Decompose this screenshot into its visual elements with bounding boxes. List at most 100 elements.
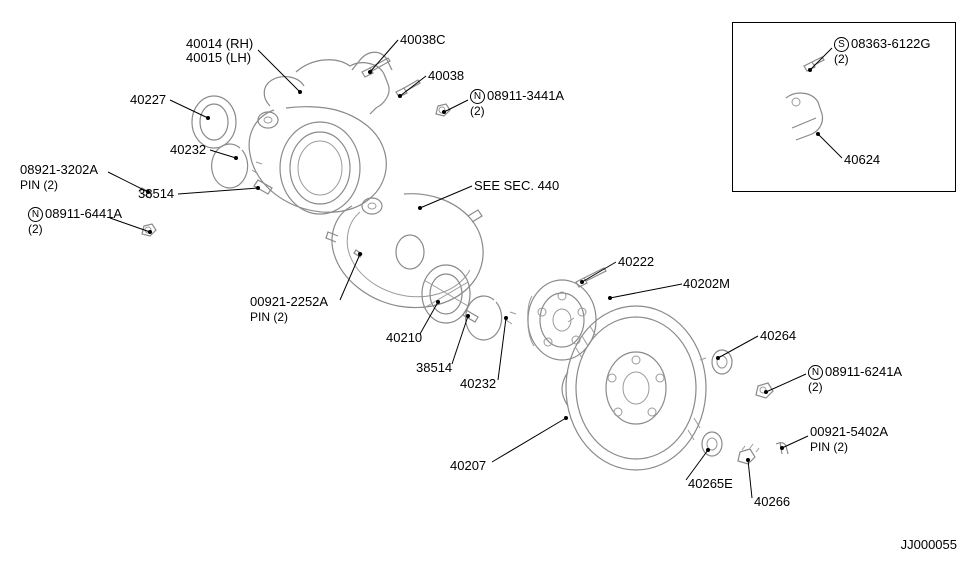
part-label-sub: (2) (834, 52, 931, 66)
part-label: 40266 (754, 494, 790, 510)
part-label-text: 08911-6441A (45, 206, 122, 221)
part-label-text: 00921-5402A (810, 424, 888, 439)
leader-endpoint (504, 316, 508, 320)
leader-line (610, 284, 682, 298)
part-label-text: 08911-3441A (487, 88, 564, 103)
rotor (562, 306, 706, 470)
leader-endpoint (256, 186, 260, 190)
part-label-text: 40227 (130, 92, 166, 107)
leader-endpoint (706, 448, 710, 452)
part-label-text: 40265E (688, 476, 733, 491)
leader-line (170, 100, 208, 118)
part-label: 40264 (760, 328, 796, 344)
part-label-text: 40222 (618, 254, 654, 269)
part-label: 40227 (130, 92, 166, 108)
part-label: N08911-6241A(2) (808, 364, 902, 394)
leader-line (718, 336, 758, 358)
leader-line (420, 186, 472, 208)
leader-line (782, 436, 808, 448)
part-label-text: 40232 (170, 142, 206, 157)
part-label: 40038 (428, 68, 464, 84)
prefix-badge: N (28, 207, 43, 222)
part-label-text: 40038 (428, 68, 464, 83)
splash-guard (326, 194, 483, 308)
part-label: 00921-2252APIN (2) (250, 294, 328, 324)
part-label-text: 40038C (400, 32, 446, 47)
part-label-text: 38514 (416, 360, 452, 375)
leader-line (498, 318, 506, 380)
part-label-sub: (2) (28, 222, 122, 236)
leader-line (400, 76, 426, 96)
leader-endpoint (608, 296, 612, 300)
part-label: 40207 (450, 458, 486, 474)
leader-endpoint (442, 110, 446, 114)
part-label-text: 40015 (LH) (186, 50, 251, 65)
part-label-text: 40202M (683, 276, 730, 291)
diagram-id: JJ000055 (901, 537, 957, 552)
axle-end-group (702, 350, 788, 464)
prefix-badge: S (834, 37, 849, 52)
leader-endpoint (206, 116, 210, 120)
part-label: 00921-5402APIN (2) (810, 424, 888, 454)
leader-endpoint (564, 416, 568, 420)
part-label: 38514 (416, 360, 452, 376)
leader-line (766, 374, 806, 392)
part-label: N08911-6441A(2) (28, 206, 122, 236)
part-label: 08921-3202APIN (2) (20, 162, 98, 192)
leader-endpoint (466, 314, 470, 318)
leader-endpoint (148, 230, 152, 234)
leader-endpoint (398, 94, 402, 98)
prefix-badge: N (470, 89, 485, 104)
leader-line (340, 254, 360, 300)
leader-endpoint (418, 206, 422, 210)
part-label: S08363-6122G(2) (834, 36, 931, 66)
part-label-text: 08921-3202A (20, 162, 98, 177)
leader-endpoint (358, 252, 362, 256)
part-label: 40624 (844, 152, 880, 168)
part-label-sub: PIN (2) (250, 310, 328, 324)
leader-line (582, 262, 616, 282)
part-label-text: 00921-2252A (250, 294, 328, 309)
part-label-text: 40207 (450, 458, 486, 473)
part-label: 40015 (LH) (186, 50, 251, 66)
part-label-text: 40232 (460, 376, 496, 391)
part-label-text: 08911-6241A (825, 364, 902, 379)
part-label-text: 38514 (138, 186, 174, 201)
leader-endpoint (436, 300, 440, 304)
leader-endpoint (368, 70, 372, 74)
part-label-sub: (2) (808, 380, 902, 394)
prefix-badge: N (808, 365, 823, 380)
leader-endpoint (580, 280, 584, 284)
diagram-canvas: 40014 (RH)40015 (LH)40038C40038N08911-34… (0, 0, 975, 566)
part-label: 40232 (170, 142, 206, 158)
part-label: SEE SEC. 440 (474, 178, 559, 194)
leader-endpoint (298, 90, 302, 94)
part-label-sub: PIN (2) (20, 178, 98, 192)
part-label: 40222 (618, 254, 654, 270)
leader-endpoint (746, 458, 750, 462)
leader-line (258, 50, 300, 92)
part-label: N08911-3441A(2) (470, 88, 564, 118)
part-label-text: 40014 (RH) (186, 36, 253, 51)
part-label: 40265E (688, 476, 733, 492)
leader-line (370, 40, 398, 72)
part-label-text: 40210 (386, 330, 422, 345)
part-label-text: SEE SEC. 440 (474, 178, 559, 193)
leader-endpoint (764, 390, 768, 394)
leader-endpoint (780, 446, 784, 450)
part-label: 40210 (386, 330, 422, 346)
part-label: 38514 (138, 186, 174, 202)
hub-assembly (528, 268, 606, 360)
leader-line (452, 316, 468, 364)
leader-endpoint (716, 356, 720, 360)
part-label-text: 40266 (754, 494, 790, 509)
leader-line (748, 460, 752, 498)
part-label-text: 40624 (844, 152, 880, 167)
leader-endpoint (234, 156, 238, 160)
leader-line (178, 188, 258, 194)
part-label: 40232 (460, 376, 496, 392)
part-label: 40202M (683, 276, 730, 292)
part-label-text: 08363-6122G (851, 36, 931, 51)
part-label-sub: (2) (470, 104, 564, 118)
part-label: 40038C (400, 32, 446, 48)
